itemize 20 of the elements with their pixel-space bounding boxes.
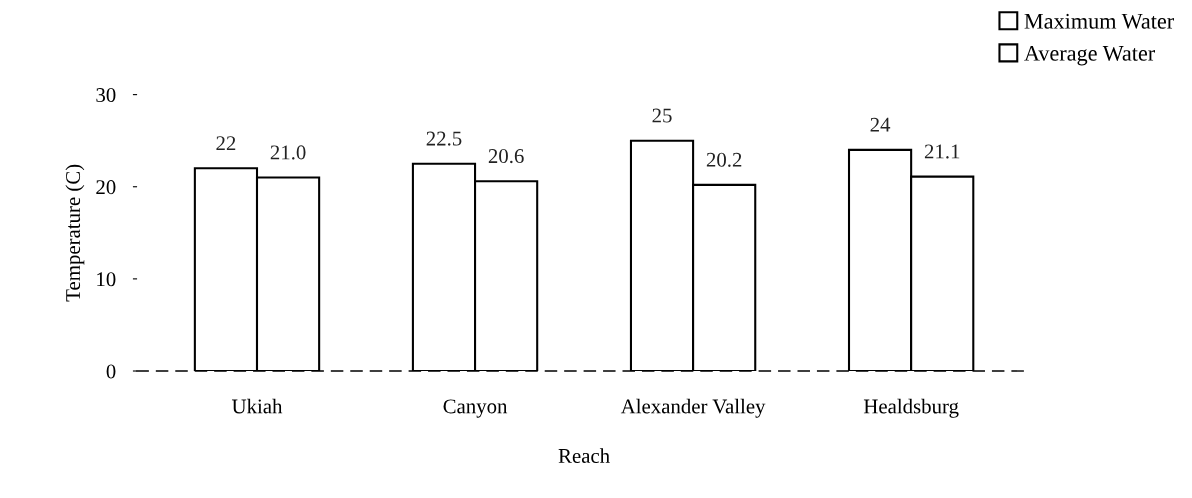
data-label: 24 (870, 117, 891, 132)
x-axis-title: Reach (558, 448, 610, 463)
x-tick-label: Canyon (443, 399, 508, 418)
legend-label: Average Water (1024, 45, 1155, 66)
y-tick-label: 0 (106, 364, 116, 379)
data-label: 20.6 (488, 149, 524, 164)
y-tick-label: 30 (96, 87, 116, 103)
data-label: 21.0 (270, 145, 306, 160)
data-label: 25 (652, 108, 672, 123)
x-tick-label: Healdsburg (863, 398, 959, 418)
data-label: 21.1 (924, 144, 960, 159)
data-label: 22.5 (426, 131, 462, 146)
x-tick-label: Ukiah (231, 398, 283, 414)
x-tick-label: Alexander Valley (620, 398, 766, 418)
data-label: 22 (216, 136, 236, 150)
y-axis-title: Temperature (C) (65, 164, 85, 302)
y-tick-label: 20 (96, 180, 116, 195)
y-tick-label: 10 (97, 272, 116, 287)
data-label: 20.2 (706, 152, 742, 167)
legend-label: Maximum Water (1024, 13, 1174, 29)
